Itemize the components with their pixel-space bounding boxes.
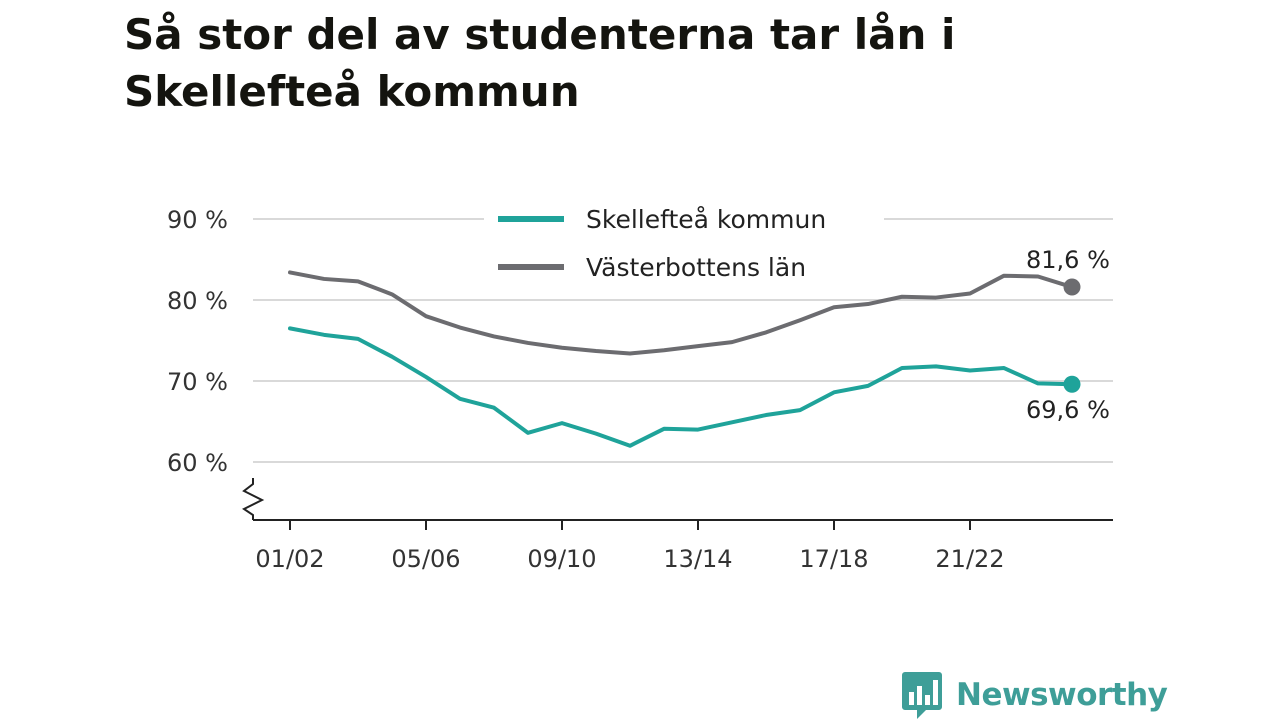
chart-title: Så stor del av studenterna tar lån i Ske…: [124, 10, 956, 116]
end-value-label: 81,6 %: [1026, 246, 1110, 274]
brand-logo: Newsworthy: [902, 669, 1168, 721]
x-tick-label: 13/14: [663, 545, 732, 573]
x-tick-label: 21/22: [935, 545, 1004, 573]
brand-name: Newsworthy: [956, 677, 1168, 713]
x-tick-label: 17/18: [799, 545, 868, 573]
bar-chart-speech-bubble-icon: [902, 672, 942, 719]
legend-entry: Skellefteå kommun: [586, 205, 826, 234]
series-line-1: [288, 326, 1074, 448]
end-value-label: 69,6 %: [1026, 396, 1110, 424]
series-end-point: [1063, 278, 1081, 296]
y-tick-label: 90 %: [167, 206, 228, 234]
axis-break-icon: [242, 478, 265, 520]
x-tick-label: 09/10: [527, 545, 596, 573]
axes: 60 % 70 % 80 % 90 % 01/02 05/06 09/10 13/14 17/1…: [167, 206, 1113, 573]
y-tick-label: 60 %: [167, 449, 228, 477]
series-end-point: [1063, 375, 1081, 393]
data-labels: 69,6 % 81,6 %: [1026, 246, 1110, 424]
x-tick-label: 05/06: [391, 545, 460, 573]
series-line-2: [288, 270, 1074, 356]
y-tick-label: 70 %: [167, 368, 228, 396]
legend-background: [484, 198, 884, 290]
series-lines: [288, 270, 1081, 448]
x-tick-label: 01/02: [255, 545, 324, 573]
legend: Skellefteå kommun Västerbottens län: [484, 198, 884, 290]
y-tick-label: 80 %: [167, 287, 228, 315]
legend-entry: Västerbottens län: [586, 253, 806, 282]
